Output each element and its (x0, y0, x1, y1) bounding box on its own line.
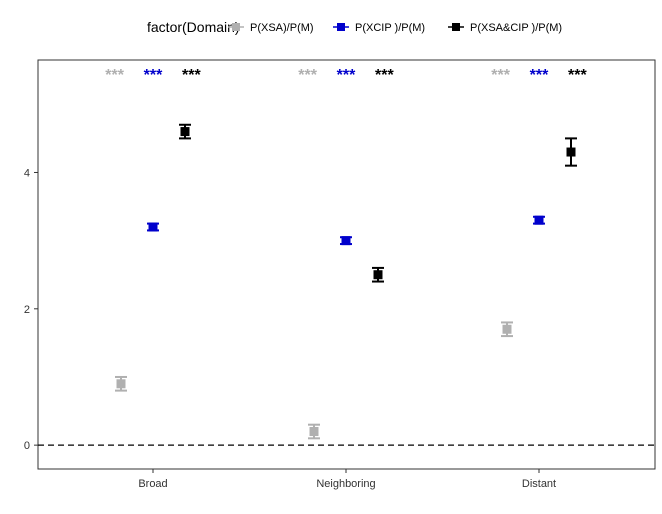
legend-key-marker (452, 23, 460, 31)
plot-panel (37, 59, 656, 470)
legend-title: factor(Domain) (147, 19, 240, 35)
x-tick-label: Neighboring (316, 478, 375, 490)
data-point (566, 147, 576, 157)
legend: factor(Domain) P(XSA)/P(M) P(XCIP )/P(M) P… (147, 19, 562, 35)
legend-key-marker (337, 23, 345, 31)
y-tick-label: 0 (24, 440, 30, 452)
data-point (502, 324, 512, 334)
significance-label: *** (105, 67, 124, 84)
data-point (373, 270, 383, 280)
legend-label: P(XSA)/P(M) (250, 22, 314, 34)
significance-label: *** (568, 67, 587, 84)
significance-label: *** (375, 67, 394, 84)
plot-layer: *** *** *** *** *** *** *** *** *** (38, 67, 655, 446)
data-point (148, 222, 158, 232)
x-tick-label: Distant (522, 478, 556, 490)
y-tick-label: 4 (24, 167, 30, 179)
significance-label: *** (491, 67, 510, 84)
significance-label: *** (144, 67, 163, 84)
significance-label: *** (182, 67, 201, 84)
axis-layer: 0 2 4 Broad Neighboring Distant (24, 167, 556, 490)
data-point (341, 236, 351, 246)
y-tick-label: 2 (24, 304, 30, 316)
data-point (534, 215, 544, 225)
significance-label: *** (337, 67, 356, 84)
significance-label: *** (298, 67, 317, 84)
significance-label: *** (530, 67, 549, 84)
legend-label: P(XCIP )/P(M) (355, 22, 425, 34)
data-point (116, 379, 126, 389)
legend-key-marker (232, 23, 240, 31)
legend-label: P(XSA&CIP )/P(M) (470, 22, 562, 34)
x-tick-label: Broad (138, 478, 167, 490)
data-point (309, 427, 319, 437)
data-point (180, 127, 190, 137)
